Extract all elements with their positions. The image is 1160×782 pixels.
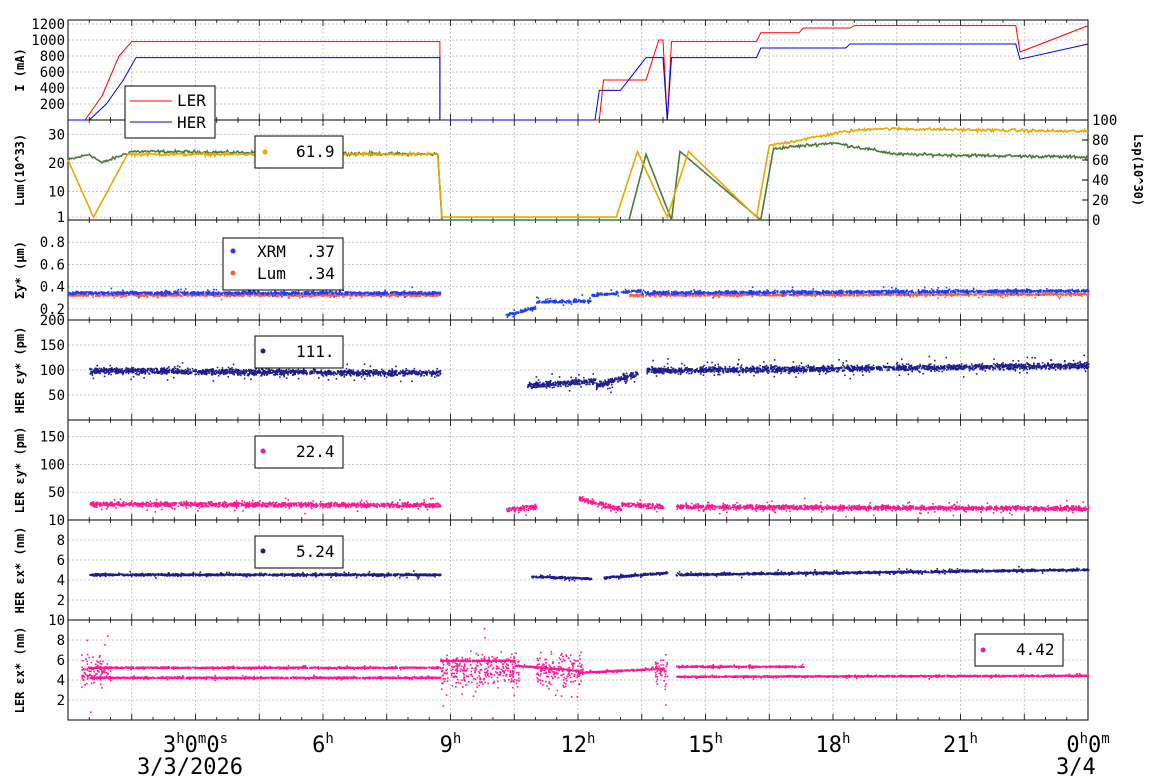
legend-box-her-ey [254, 335, 344, 369]
y-tick-label: 150 [40, 430, 65, 446]
series-ler-ex-points [89, 657, 1090, 682]
y-tick-label: 30 [48, 127, 65, 143]
y-tick-label: 2 [57, 693, 65, 709]
y-tick-label: 20 [48, 156, 65, 172]
series-lum-points [68, 290, 1090, 301]
x-tick-label: 6h [312, 731, 334, 758]
y-tick-label: 8 [57, 533, 65, 549]
y-tick-label: 1200 [31, 17, 65, 33]
y-axis-label: LER εx* (nm) [13, 627, 27, 714]
legend-box-lum [254, 135, 344, 169]
y-tick-label: 100 [40, 457, 65, 473]
y-tick-label: 1000 [31, 33, 65, 49]
y-axis-label: Lum(10^33) [13, 134, 27, 206]
y-axis-label: HER εx* (nm) [13, 527, 27, 614]
x-tick-label: 15h [688, 731, 723, 758]
y-tick-label: 400 [40, 81, 65, 97]
y-tick-label: 8 [57, 633, 65, 649]
y-tick-label: 10 [48, 513, 65, 529]
y-axis-label: LER εy* (pm) [13, 427, 27, 514]
y-tick-label: 100 [40, 363, 65, 379]
series-line-LER [68, 25, 1089, 121]
y-tick-label: 0.8 [40, 235, 65, 251]
right-tick-label: 80 [1092, 133, 1109, 149]
right-axis-label: Lsp(10^30) [1131, 134, 1145, 206]
x-tick-label: 0h0m [1066, 731, 1109, 758]
y-tick-label: 150 [40, 338, 65, 354]
series-her-ex-points [89, 565, 1090, 582]
series-ler-ex-noise [81, 628, 669, 721]
right-tick-label: 20 [1092, 193, 1109, 209]
legend-box-ler-ex [974, 633, 1064, 667]
y-tick-label: 4 [57, 573, 65, 589]
legend-box-current [124, 85, 216, 139]
right-tick-label: 40 [1092, 173, 1109, 189]
y-tick-label: 0.6 [40, 257, 65, 273]
x-tick-label: 3h0m0s [163, 731, 228, 758]
y-tick-label: 200 [40, 97, 65, 113]
y-tick-label: 50 [48, 485, 65, 501]
x-tick-label: 9h [440, 731, 462, 758]
right-tick-label: 100 [1092, 113, 1117, 129]
panel-6: 2 4 6 8 10 LER εx* (nm) [13, 613, 1089, 721]
y-tick-label: 2 [57, 593, 65, 609]
x-tick-label: 12h [561, 731, 596, 758]
y-axis-label: HER εy* (pm) [13, 327, 27, 414]
y-tick-label: 50 [48, 388, 65, 404]
series-xrm-points [68, 286, 1090, 318]
series-line-green [67, 141, 1089, 222]
y-tick-label: 1 [57, 210, 65, 226]
y-tick-label: 4 [57, 673, 65, 689]
y-tick-label: 10 [48, 184, 65, 200]
right-tick-label: 60 [1092, 153, 1109, 169]
x-tick-label: 21h [943, 731, 978, 758]
legend-box-her-ex [254, 535, 344, 569]
y-tick-label: 600 [40, 65, 65, 81]
panel-1: 1 10 20 30 Lum(10^33) [13, 119, 1089, 226]
legend-box-sigma [222, 237, 344, 291]
right-tick-label: 0 [1092, 213, 1100, 229]
series-her-ey-points [89, 354, 1090, 394]
y-axis-label: I (mA) [13, 48, 27, 91]
y-tick-label: 0.2 [40, 302, 65, 318]
series-ler-ey-points [89, 496, 1090, 518]
y-tick-label: 6 [57, 553, 65, 569]
y-tick-label: 0.4 [40, 280, 65, 296]
series-line-HER [68, 43, 1089, 121]
y-tick-label: 6 [57, 653, 65, 669]
panel-2: 0.2 0.4 0.6 0.8 Σy* (μm) [13, 219, 1089, 321]
panel-5: 2 4 6 8 10 HER εx* (nm) [13, 513, 1089, 621]
legend-box-ler-ey [254, 435, 344, 469]
x-tick-label: 18h [816, 731, 851, 758]
y-tick-label: 200 [40, 313, 65, 329]
y-tick-label: 800 [40, 49, 65, 65]
y-tick-label: 10 [48, 613, 65, 629]
panel-4: 50 100 150 LER εy* (pm) [13, 419, 1089, 521]
series-line-orange [67, 125, 1089, 220]
y-axis-label: Σy* (μm) [13, 241, 27, 299]
